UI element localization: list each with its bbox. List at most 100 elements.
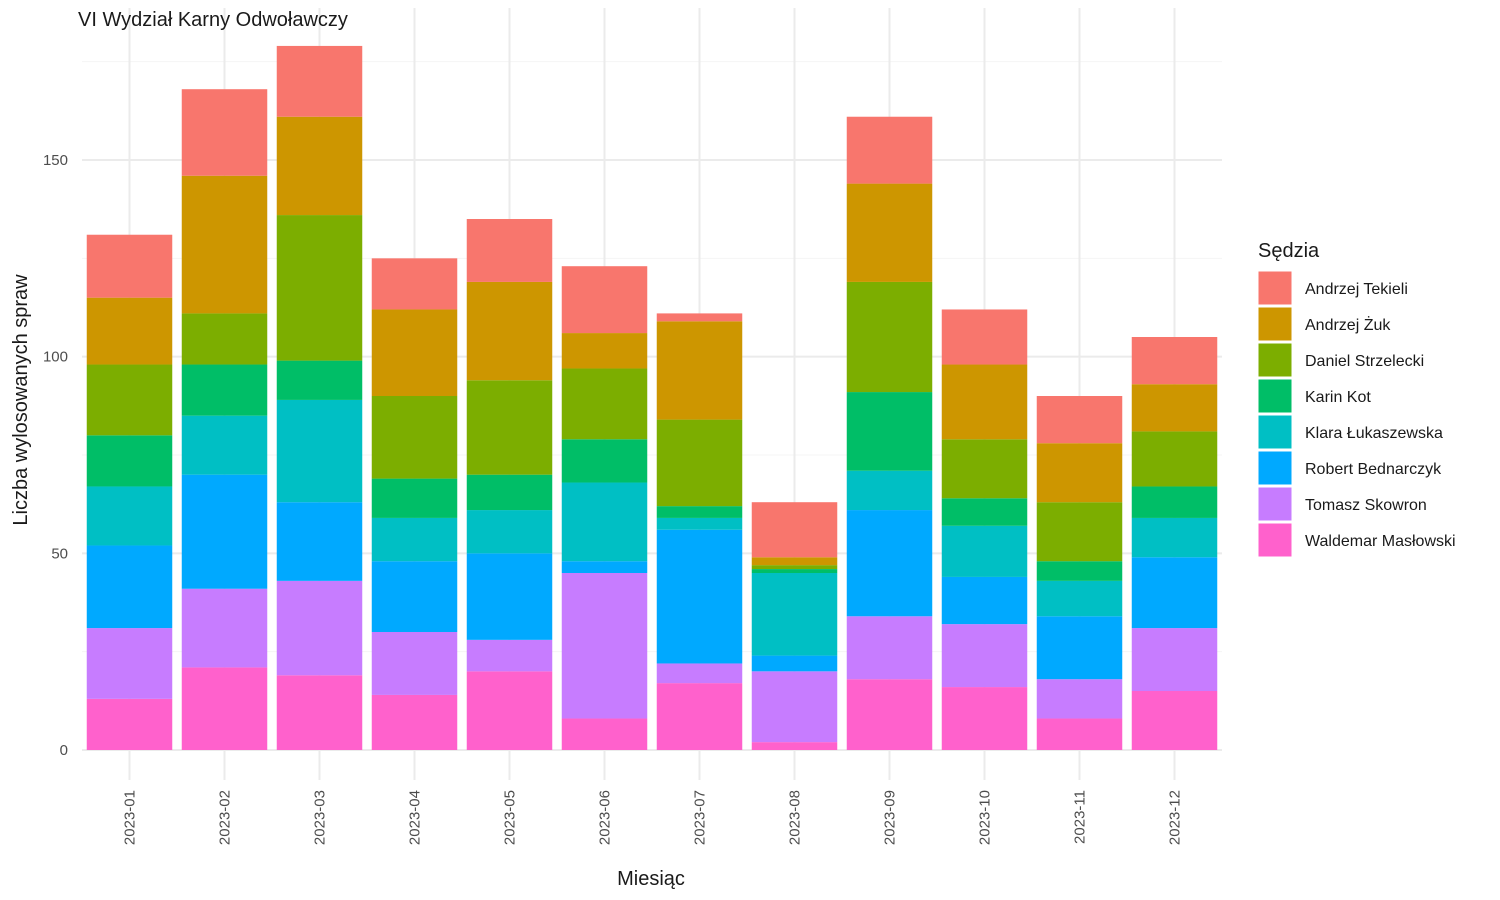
bar-segment bbox=[276, 580, 363, 676]
bar-segment bbox=[846, 392, 933, 471]
bar-segment bbox=[941, 624, 1028, 688]
legend-key bbox=[1257, 450, 1293, 486]
bar-segment bbox=[371, 478, 458, 518]
bar-segment bbox=[276, 502, 363, 581]
x-tick-label: 2023-11 bbox=[1072, 790, 1089, 844]
bar-segment bbox=[371, 258, 458, 310]
bar-segment bbox=[371, 632, 458, 695]
legend: Sędzia Andrzej Tekieli Andrzej Żuk Daniel … bbox=[1257, 240, 1456, 558]
legend-item: Klara Łukaszewska bbox=[1257, 414, 1443, 450]
bar-segment bbox=[1131, 557, 1218, 629]
bar-stack bbox=[751, 502, 838, 750]
bar-segment bbox=[561, 333, 648, 369]
bar-segment bbox=[276, 399, 363, 503]
y-tick-label: 150 bbox=[43, 152, 68, 169]
bar-segment bbox=[656, 506, 743, 518]
bar-segment bbox=[276, 45, 363, 117]
legend-key bbox=[1257, 342, 1293, 378]
bar-segment bbox=[561, 482, 648, 562]
bar-stack bbox=[1131, 337, 1218, 750]
bar-segment bbox=[941, 576, 1028, 625]
legend-key bbox=[1257, 378, 1293, 414]
bar-segment bbox=[181, 175, 268, 314]
bar-segment bbox=[751, 573, 838, 656]
x-tick-label: 2023-09 bbox=[882, 790, 899, 845]
bar-segment bbox=[561, 573, 648, 719]
bar-segment bbox=[941, 439, 1028, 499]
bar-segment bbox=[371, 561, 458, 632]
bar-segment bbox=[86, 698, 173, 750]
bar-stack bbox=[466, 219, 553, 750]
bar-segment bbox=[846, 183, 933, 282]
bar-segment bbox=[466, 639, 553, 672]
bar-stack bbox=[846, 116, 933, 750]
legend-label: Robert Bednarczyk bbox=[1305, 461, 1442, 478]
bar-segment bbox=[846, 510, 933, 617]
legend-item: Waldemar Masłowski bbox=[1257, 522, 1456, 558]
bar-segment bbox=[751, 655, 838, 672]
chart-title: VI Wydział Karny Odwoławczy bbox=[78, 9, 348, 31]
legend-item: Andrzej Żuk bbox=[1257, 306, 1391, 342]
bar-segment bbox=[371, 396, 458, 479]
y-tick-label: 0 bbox=[60, 742, 68, 759]
legend-item: Andrzej Tekieli bbox=[1257, 270, 1408, 306]
bar-segment bbox=[561, 718, 648, 750]
legend-key bbox=[1257, 270, 1293, 306]
bar-segment bbox=[86, 486, 173, 546]
bar-segment bbox=[86, 364, 173, 436]
bar-segment bbox=[846, 470, 933, 511]
bar-segment bbox=[1036, 616, 1123, 680]
bar-segment bbox=[276, 116, 363, 216]
bar-segment bbox=[86, 545, 173, 629]
legend-label: Klara Łukaszewska bbox=[1305, 425, 1443, 442]
bar-stack bbox=[181, 89, 268, 750]
bar-stack bbox=[86, 234, 173, 750]
legend-key bbox=[1257, 306, 1293, 342]
legend-label: Daniel Strzelecki bbox=[1305, 353, 1424, 370]
bar-segment bbox=[656, 419, 743, 507]
bar-segment bbox=[1036, 502, 1123, 562]
bar-segment bbox=[86, 435, 173, 487]
bar-segment bbox=[1131, 431, 1218, 487]
bar-segment bbox=[371, 694, 458, 750]
bar-segment bbox=[276, 360, 363, 400]
bar-stack bbox=[1036, 396, 1123, 750]
bar-segment bbox=[846, 281, 933, 393]
bar-segment bbox=[941, 525, 1028, 577]
bar-segment bbox=[1036, 580, 1123, 617]
x-tick-label: 2023-02 bbox=[217, 790, 234, 845]
bar-segment bbox=[466, 553, 553, 640]
bar-segment bbox=[656, 313, 743, 322]
bar-segment bbox=[751, 742, 838, 750]
bar-segment bbox=[1131, 628, 1218, 691]
bar-segment bbox=[656, 683, 743, 750]
bar-stack bbox=[561, 266, 648, 750]
x-tick-label: 2023-10 bbox=[977, 790, 994, 845]
x-tick-label: 2023-08 bbox=[787, 790, 804, 845]
bar-segment bbox=[1036, 443, 1123, 503]
bar-segment bbox=[941, 364, 1028, 440]
bar-segment bbox=[751, 671, 838, 743]
legend-label: Andrzej Tekieli bbox=[1305, 281, 1408, 298]
bar-segment bbox=[466, 671, 553, 750]
bar-stack bbox=[941, 309, 1028, 750]
legend-key bbox=[1257, 486, 1293, 522]
bar-segment bbox=[466, 474, 553, 511]
bar-segment bbox=[1036, 679, 1123, 719]
x-tick-label: 2023-06 bbox=[597, 790, 614, 845]
legend-item: Robert Bednarczyk bbox=[1257, 450, 1442, 486]
legend-label: Waldemar Masłowski bbox=[1305, 533, 1456, 550]
x-axis-title: Miesiąc bbox=[617, 868, 685, 890]
bar-segment bbox=[751, 502, 838, 558]
bar-stack bbox=[276, 45, 363, 750]
bar-segment bbox=[181, 89, 268, 176]
x-tick-label: 2023-05 bbox=[502, 790, 519, 845]
bar-segment bbox=[181, 364, 268, 416]
bar-segment bbox=[1131, 337, 1218, 385]
bar-segment bbox=[941, 687, 1028, 750]
x-tick-label: 2023-04 bbox=[407, 790, 424, 845]
legend-item: Daniel Strzelecki bbox=[1257, 342, 1424, 378]
bar-segment bbox=[86, 628, 173, 699]
bar-segment bbox=[181, 415, 268, 475]
bar-segment bbox=[1131, 691, 1218, 750]
